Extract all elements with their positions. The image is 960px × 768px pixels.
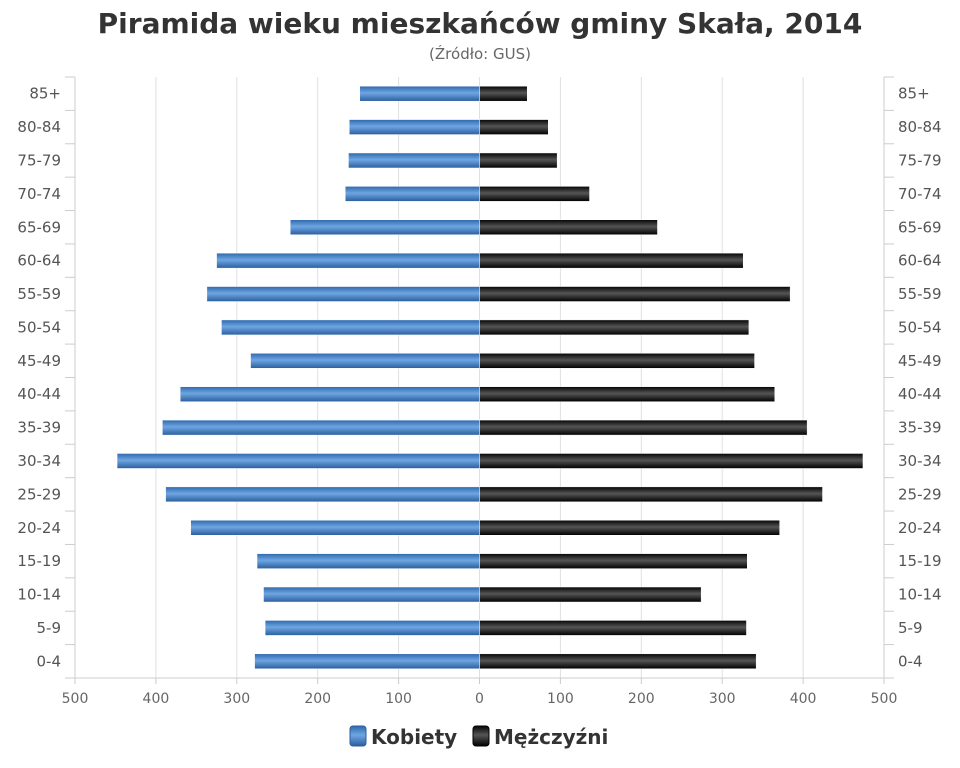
category-label-left: 55-59 [17, 285, 61, 303]
x-tick-label: 100 [547, 691, 574, 707]
category-label-left: 25-29 [17, 485, 61, 503]
category-label-left: 35-39 [17, 419, 61, 437]
x-tick-label: 300 [223, 691, 250, 707]
x-tick-label: 300 [709, 691, 736, 707]
bar-kobiety-75-79[interactable] [348, 152, 480, 169]
bar-mezczyzni-65-69[interactable] [479, 219, 658, 235]
x-tick-label: 0 [475, 691, 484, 707]
bar-mezczyzni-25-29[interactable] [479, 486, 823, 503]
category-label-right: 40-44 [898, 385, 942, 403]
gridlines [155, 77, 804, 678]
category-label-right: 80-84 [898, 118, 942, 136]
bar-mezczyzni-5-9[interactable] [479, 620, 747, 636]
bar-kobiety-30-34[interactable] [116, 453, 480, 469]
legend-item-mezczyzni[interactable]: Mężczyźni [472, 725, 608, 749]
category-label-right: 50-54 [898, 318, 942, 336]
category-label-right: 10-14 [898, 586, 942, 604]
bar-kobiety-45-49[interactable] [250, 353, 480, 369]
category-label-right: 45-49 [898, 352, 942, 370]
bar-mezczyzni-40-44[interactable] [479, 386, 776, 402]
bar-mezczyzni-0-4[interactable] [479, 653, 757, 670]
category-label-right: 60-64 [898, 252, 942, 270]
bar-kobiety-40-44[interactable] [179, 386, 480, 402]
bar-kobiety-0-4[interactable] [254, 653, 480, 670]
x-tick-labels: 500 400 300 200 100 0 100 200 300 400 500 [62, 691, 898, 707]
x-tick-label: 200 [304, 691, 331, 707]
bar-kobiety-35-39[interactable] [162, 419, 480, 436]
bar-kobiety-85+[interactable] [359, 85, 480, 102]
category-label-left: 60-64 [17, 252, 61, 270]
category-label-right: 55-59 [898, 285, 942, 303]
legend-swatch-kobiety [349, 725, 367, 747]
bar-kobiety-50-54[interactable] [221, 319, 480, 336]
bar-kobiety-65-69[interactable] [289, 219, 480, 235]
category-label-right: 15-19 [898, 552, 942, 570]
bar-kobiety-5-9[interactable] [264, 620, 480, 636]
category-labels-left: 0-4 5-9 10-14 15-19 20-24 25-29 30-34 35-39 40-4… [17, 85, 61, 671]
bar-mezczyzni-80-84[interactable] [479, 119, 549, 135]
category-label-right: 85+ [898, 85, 930, 103]
bar-mezczyzni-75-79[interactable] [479, 152, 558, 169]
bar-mezczyzni-45-49[interactable] [479, 353, 755, 369]
x-tick-label: 400 [143, 691, 170, 707]
category-label-left: 20-24 [17, 519, 61, 537]
category-label-right: 25-29 [898, 485, 942, 503]
category-label-right: 0-4 [898, 652, 923, 670]
bar-kobiety-60-64[interactable] [216, 252, 480, 269]
category-label-left: 0-4 [37, 652, 62, 670]
bar-kobiety-55-59[interactable] [206, 286, 480, 302]
bar-mezczyzni-55-59[interactable] [479, 286, 791, 302]
category-label-right: 35-39 [898, 419, 942, 437]
bar-mezczyzni-20-24[interactable] [479, 520, 780, 536]
bar-kobiety-80-84[interactable] [349, 119, 480, 135]
category-label-left: 70-74 [17, 185, 61, 203]
category-label-left: 80-84 [17, 118, 61, 136]
category-label-left: 65-69 [17, 218, 61, 236]
category-label-left: 5-9 [37, 619, 62, 637]
category-label-right: 5-9 [898, 619, 923, 637]
bar-kobiety-15-19[interactable] [256, 553, 480, 569]
bar-mezczyzni-30-34[interactable] [479, 453, 864, 469]
category-label-left: 10-14 [17, 586, 61, 604]
bar-kobiety-10-14[interactable] [263, 586, 480, 603]
bar-kobiety-25-29[interactable] [165, 486, 480, 503]
legend-swatch-mezczyzni [472, 725, 490, 747]
x-tick-label: 500 [62, 691, 89, 707]
x-tick-label: 500 [871, 691, 898, 707]
bar-mezczyzni-50-54[interactable] [479, 319, 750, 336]
bar-mezczyzni-60-64[interactable] [479, 252, 744, 269]
legend-label-mezczyzni: Mężczyźni [494, 725, 608, 749]
chart-title: Piramida wieku mieszkańców gminy Skała, … [98, 7, 863, 40]
bar-mezczyzni-85+[interactable] [479, 85, 528, 102]
category-label-left: 15-19 [17, 552, 61, 570]
legend-item-kobiety[interactable]: Kobiety [349, 725, 457, 749]
bar-mezczyzni-15-19[interactable] [479, 553, 748, 569]
x-tick-label: 200 [628, 691, 655, 707]
bar-kobiety-70-74[interactable] [344, 186, 480, 202]
category-labels-right: 0-4 5-9 10-14 15-19 20-24 25-29 30-34 35-39 40-4… [898, 85, 942, 671]
x-tick-label: 100 [385, 691, 412, 707]
category-label-right: 30-34 [898, 452, 942, 470]
category-label-left: 50-54 [17, 318, 61, 336]
category-label-right: 20-24 [898, 519, 942, 537]
bar-mezczyzni-70-74[interactable] [479, 186, 590, 202]
axes [65, 76, 894, 684]
legend-label-kobiety: Kobiety [371, 725, 457, 749]
category-label-right: 75-79 [898, 151, 942, 169]
category-label-left: 75-79 [17, 151, 61, 169]
category-label-right: 70-74 [898, 185, 942, 203]
x-tick-label: 400 [790, 691, 817, 707]
category-label-left: 85+ [29, 85, 61, 103]
category-label-left: 45-49 [17, 352, 61, 370]
category-label-right: 65-69 [898, 218, 942, 236]
legend: Kobiety Mężczyźni [349, 725, 608, 749]
category-label-left: 40-44 [17, 385, 61, 403]
bar-mezczyzni-35-39[interactable] [479, 419, 808, 436]
bars [116, 85, 864, 670]
chart-subtitle: (Źródło: GUS) [429, 44, 531, 63]
bar-mezczyzni-10-14[interactable] [479, 586, 702, 603]
bar-kobiety-20-24[interactable] [190, 520, 480, 536]
category-label-left: 30-34 [17, 452, 61, 470]
